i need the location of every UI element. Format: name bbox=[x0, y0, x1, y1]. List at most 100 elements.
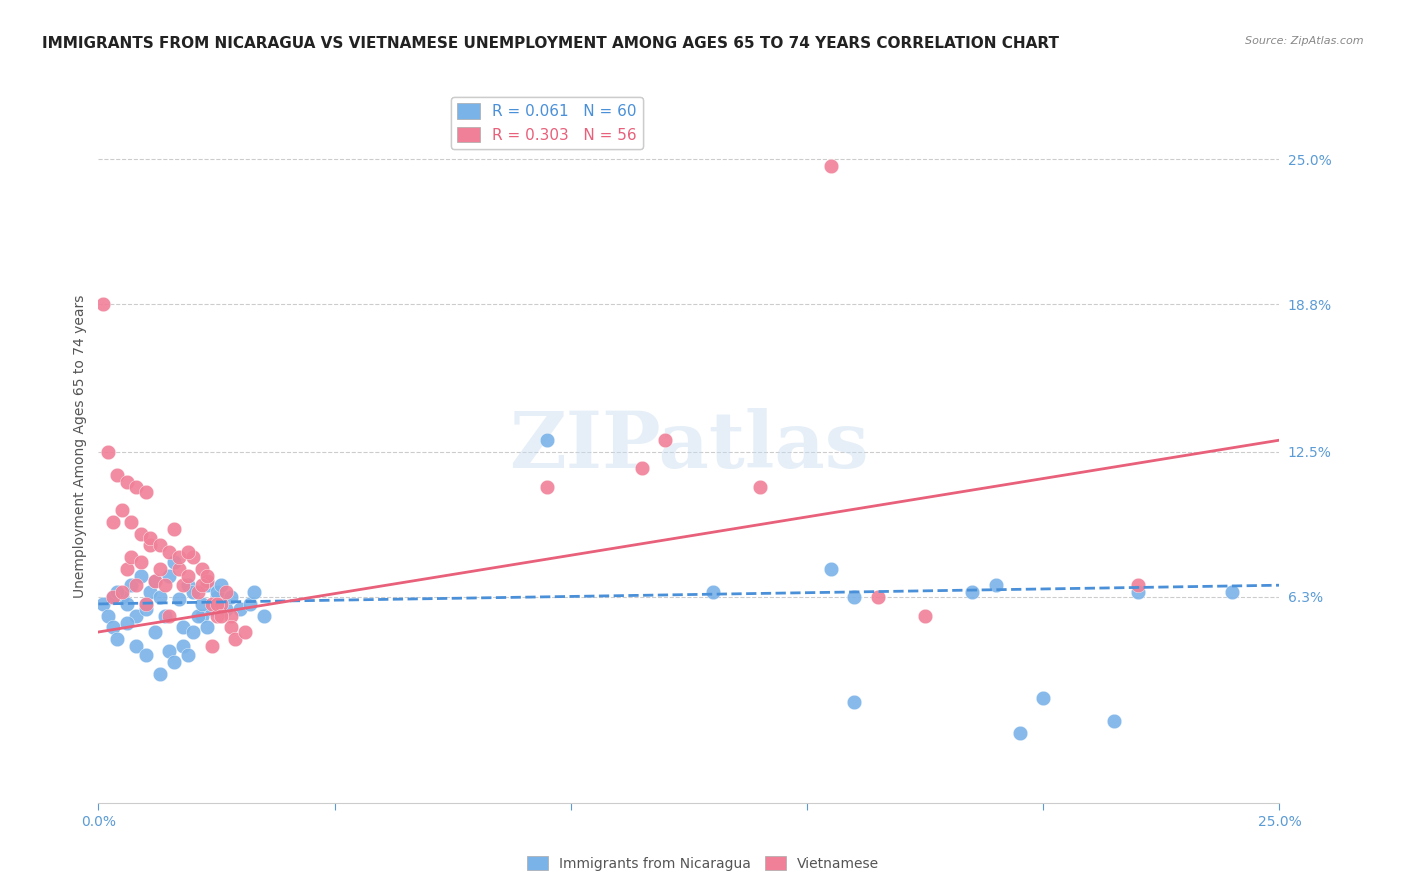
Point bbox=[224, 632, 246, 646]
Point bbox=[172, 578, 194, 592]
Point bbox=[229, 601, 252, 615]
Point bbox=[205, 585, 228, 599]
Point bbox=[157, 569, 180, 583]
Point bbox=[177, 578, 200, 592]
Point bbox=[101, 590, 124, 604]
Point bbox=[984, 578, 1007, 592]
Point bbox=[191, 597, 214, 611]
Point bbox=[143, 574, 166, 588]
Point bbox=[243, 585, 266, 599]
Point bbox=[115, 562, 138, 576]
Point bbox=[820, 160, 842, 174]
Point bbox=[1126, 585, 1149, 599]
Point bbox=[866, 590, 889, 604]
Point bbox=[209, 597, 232, 611]
Point bbox=[129, 569, 152, 583]
Point bbox=[205, 590, 228, 604]
Point bbox=[201, 597, 224, 611]
Point bbox=[125, 578, 148, 592]
Point bbox=[163, 555, 186, 569]
Point bbox=[195, 574, 218, 588]
Point bbox=[219, 590, 242, 604]
Point bbox=[844, 695, 866, 709]
Point bbox=[177, 569, 200, 583]
Point bbox=[233, 625, 256, 640]
Point bbox=[187, 585, 209, 599]
Point bbox=[201, 601, 224, 615]
Point bbox=[129, 555, 152, 569]
Point bbox=[139, 585, 162, 599]
Point bbox=[702, 585, 724, 599]
Point bbox=[205, 608, 228, 623]
Text: Source: ZipAtlas.com: Source: ZipAtlas.com bbox=[1246, 36, 1364, 45]
Point bbox=[195, 569, 218, 583]
Point bbox=[172, 620, 194, 634]
Point bbox=[97, 445, 120, 459]
Point bbox=[167, 592, 190, 607]
Point bbox=[111, 585, 134, 599]
Point bbox=[149, 667, 172, 681]
Point bbox=[91, 597, 114, 611]
Point bbox=[105, 632, 128, 646]
Point bbox=[1102, 714, 1125, 728]
Point bbox=[139, 538, 162, 552]
Point bbox=[215, 601, 238, 615]
Point bbox=[181, 550, 204, 565]
Point bbox=[177, 648, 200, 663]
Point bbox=[239, 597, 262, 611]
Point bbox=[143, 574, 166, 588]
Point bbox=[149, 590, 172, 604]
Y-axis label: Unemployment Among Ages 65 to 74 years: Unemployment Among Ages 65 to 74 years bbox=[73, 294, 87, 598]
Point bbox=[536, 433, 558, 447]
Point bbox=[209, 578, 232, 592]
Point bbox=[215, 585, 238, 599]
Point bbox=[135, 648, 157, 663]
Point bbox=[121, 578, 143, 592]
Point bbox=[177, 545, 200, 559]
Point bbox=[149, 538, 172, 552]
Point bbox=[163, 656, 186, 670]
Point bbox=[121, 550, 143, 565]
Point bbox=[105, 468, 128, 483]
Point bbox=[962, 585, 984, 599]
Point bbox=[125, 608, 148, 623]
Point bbox=[172, 639, 194, 653]
Point bbox=[1220, 585, 1243, 599]
Point bbox=[135, 601, 157, 615]
Point bbox=[157, 644, 180, 658]
Point bbox=[105, 585, 128, 599]
Point bbox=[181, 585, 204, 599]
Point bbox=[149, 562, 172, 576]
Point bbox=[135, 484, 157, 499]
Point bbox=[219, 608, 242, 623]
Point bbox=[167, 550, 190, 565]
Point bbox=[205, 597, 228, 611]
Point bbox=[135, 597, 157, 611]
Point bbox=[253, 608, 276, 623]
Point bbox=[209, 608, 232, 623]
Point bbox=[195, 578, 218, 592]
Point bbox=[536, 480, 558, 494]
Point bbox=[115, 615, 138, 630]
Point bbox=[191, 562, 214, 576]
Point bbox=[101, 515, 124, 529]
Legend: Immigrants from Nicaragua, Vietnamese: Immigrants from Nicaragua, Vietnamese bbox=[522, 850, 884, 876]
Point bbox=[195, 620, 218, 634]
Text: ZIPatlas: ZIPatlas bbox=[509, 408, 869, 484]
Point bbox=[125, 480, 148, 494]
Point bbox=[163, 522, 186, 536]
Point bbox=[157, 608, 180, 623]
Point bbox=[97, 608, 120, 623]
Point bbox=[157, 545, 180, 559]
Point bbox=[139, 532, 162, 546]
Point bbox=[1032, 690, 1054, 705]
Point bbox=[111, 590, 134, 604]
Point bbox=[111, 503, 134, 517]
Point bbox=[191, 578, 214, 592]
Point bbox=[135, 597, 157, 611]
Point bbox=[219, 620, 242, 634]
Point bbox=[153, 578, 176, 592]
Point bbox=[143, 625, 166, 640]
Point bbox=[181, 625, 204, 640]
Point bbox=[115, 475, 138, 490]
